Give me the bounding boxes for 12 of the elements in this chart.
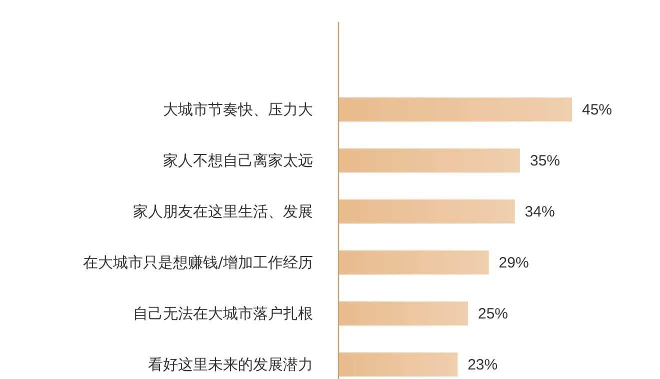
data-label: 34% (524, 204, 555, 220)
data-label: 25% (478, 306, 508, 322)
y-tick-label: 在大城市只是想赚钱/增加工作经历 (82, 254, 313, 272)
y-tick-label: 自己无法在大城市落户扎根 (133, 304, 313, 322)
y-tick-label: 家人朋友在这里生活、发展 (133, 202, 313, 220)
y-tick-label: 家人不想自己离家太远 (163, 152, 313, 170)
y-tick-label: 看好这里未来的发展潜力 (148, 356, 313, 374)
data-label: 29% (498, 254, 529, 272)
data-label: 23% (468, 356, 498, 374)
data-label: 45% (582, 102, 612, 118)
data-label: 35% (530, 152, 560, 170)
y-tick-label: 大城市节奏快、压力大 (163, 100, 313, 118)
